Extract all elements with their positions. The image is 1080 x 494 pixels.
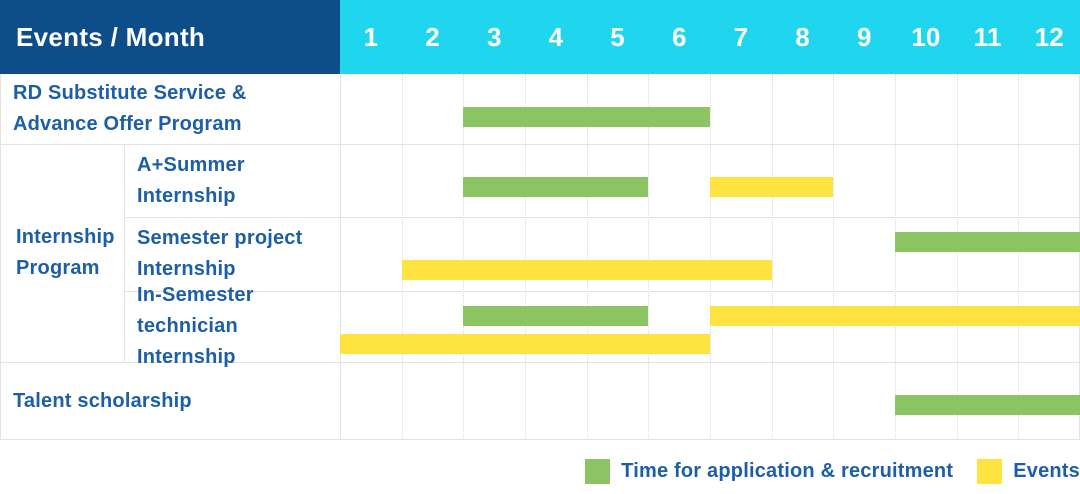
month-label-5: 5 — [610, 21, 625, 52]
row-label-cell: In-Semester technician Internship — [124, 284, 340, 368]
row-label-line: A+Summer — [137, 153, 245, 176]
row-label-cell: RD Substitute Service & Advance Offer Pro… — [0, 74, 340, 144]
month-gridline — [771, 74, 773, 440]
row-label-line: Internship — [137, 258, 236, 280]
month-label-6: 6 — [671, 21, 687, 52]
gantt-bar-application — [463, 107, 710, 127]
month-label-3: 3 — [486, 21, 502, 52]
gantt-bar-event — [340, 334, 710, 354]
gantt-bar-application — [895, 395, 1080, 415]
month-header-row: 1 2 3 4 5 6 7 8 9 10 11 12 — [340, 0, 1080, 74]
corner-header-label: Events / Month — [16, 21, 206, 52]
group-label-line: Program — [16, 257, 100, 279]
legend-label-event: Events — [1013, 459, 1080, 482]
month-label-8: 8 — [795, 21, 810, 52]
month-gridline — [833, 74, 835, 440]
gantt-bar-event — [710, 177, 834, 197]
month-label-7: 7 — [733, 21, 749, 52]
month-gridline — [710, 74, 711, 440]
row-label-line: RD Substitute Service & — [13, 82, 247, 104]
month-gridline — [586, 74, 588, 440]
row-separator — [124, 217, 1080, 218]
gantt-bar-application — [463, 306, 649, 326]
group-label-cell: Internship Program — [0, 144, 124, 362]
gantt-bar-application — [463, 177, 649, 197]
corner-header-cell: Events / Month — [0, 0, 340, 74]
table-left-border — [0, 74, 1, 440]
month-label-4: 4 — [548, 21, 564, 52]
legend-label-application: Time for application & recruitment — [621, 459, 954, 482]
gantt-bar-application — [895, 232, 1080, 252]
row-label-cell: A+Summer Internship — [124, 144, 340, 217]
row-label-line: Talent scholarship — [13, 389, 192, 412]
month-label-2: 2 — [425, 21, 440, 52]
row-separator — [124, 291, 1080, 292]
label-grid-divider — [340, 74, 341, 440]
row-label-line: Internship — [137, 184, 236, 207]
row-label-line: In-Semester — [137, 284, 254, 306]
row-label-line: Semester project — [137, 227, 303, 249]
row-label-cell: Semester project Internship — [124, 217, 340, 291]
row-label-line: technician Internship — [137, 315, 238, 368]
month-gridline — [401, 74, 403, 440]
month-label-10: 10 — [911, 21, 941, 52]
month-label-9: 9 — [856, 21, 872, 52]
legend: Time for application & recruitment Event… — [585, 456, 1080, 486]
month-gridline — [525, 74, 526, 440]
gantt-body: Internship Program RD Substitute Service &… — [0, 74, 1080, 440]
legend-swatch-event — [977, 458, 1003, 484]
gantt-bar-event — [710, 306, 1080, 326]
group-label-line: Internship — [16, 226, 115, 248]
month-label-12: 12 — [1034, 21, 1064, 52]
month-label-11: 11 — [973, 21, 1002, 52]
gantt-bar-event — [401, 260, 772, 280]
month-gridline — [1018, 74, 1020, 440]
row-label-cell: Talent scholarship — [0, 362, 340, 440]
month-label-1: 1 — [363, 21, 379, 52]
table-bottom-border — [0, 439, 1080, 440]
row-label-line: Advance Offer Program — [13, 113, 242, 135]
row-separator — [0, 144, 1080, 145]
month-gridline — [648, 74, 650, 440]
group-sub-divider — [124, 144, 125, 362]
row-separator — [0, 362, 1080, 363]
month-gridline — [463, 74, 465, 440]
month-gridline — [956, 74, 958, 440]
month-gridline — [895, 74, 896, 440]
legend-swatch-application — [585, 458, 611, 484]
